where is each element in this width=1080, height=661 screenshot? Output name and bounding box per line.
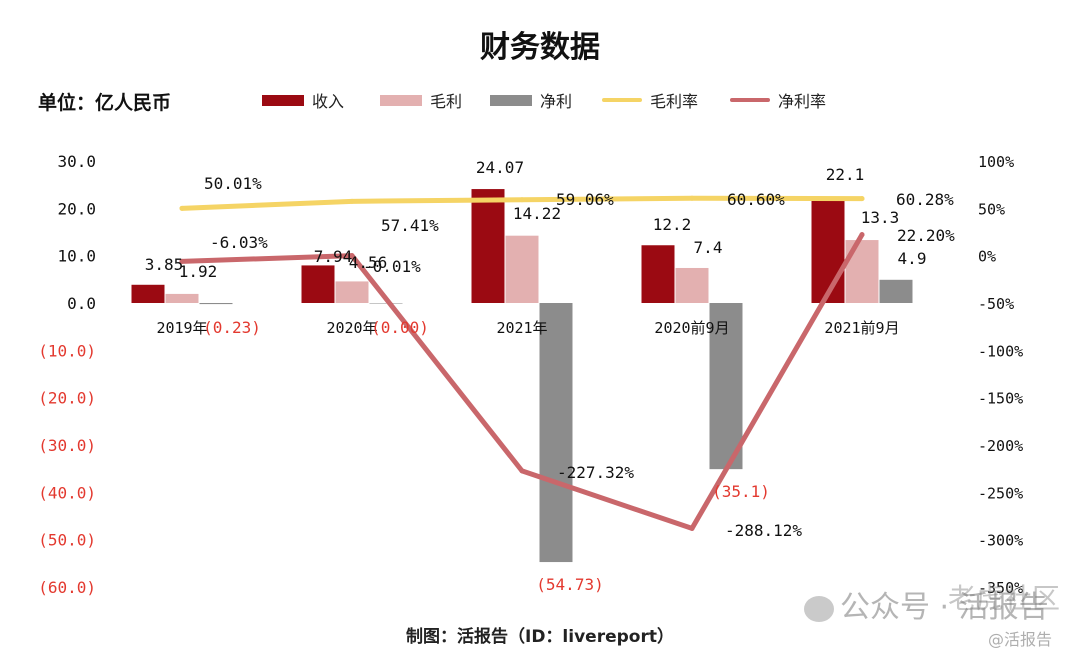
label-gross-margin-1: 57.41% (381, 216, 439, 235)
legend-item-0: 收入 (262, 88, 344, 112)
bar-2-2 (539, 303, 573, 563)
legend-item-2: 净利 (490, 88, 572, 112)
y-left-tick-9: (60.0) (38, 578, 96, 597)
label-gross-3: 7.4 (694, 238, 723, 257)
y-left-tick-6: (30.0) (38, 436, 96, 455)
line-point-0-1 (349, 198, 355, 204)
legend-label-0: 收入 (312, 92, 345, 111)
legend-item-1: 毛利 (380, 88, 462, 112)
y-left-tick-5: (20.0) (38, 389, 96, 408)
x-category-1: 2020年 (326, 319, 377, 337)
watermark-overlay: 老虎社区 (948, 582, 1060, 615)
line-point-1-1 (349, 253, 355, 259)
chart-title: 财务数据 (480, 30, 600, 65)
bar-2-3 (709, 303, 743, 470)
y-right-tick-3: -50% (978, 295, 1014, 313)
line-point-1-2 (519, 468, 525, 474)
label-net-margin-2: -227.32% (557, 463, 634, 482)
legend-item-4: 净利率 (730, 88, 826, 112)
legend-swatch-3 (602, 98, 642, 102)
label-net-3: (35.1) (712, 482, 770, 501)
line-point-0-3 (689, 195, 695, 201)
y-right-tick-7: -250% (978, 484, 1023, 502)
chart-credit: 制图：活报告（ID：livereport） (406, 627, 674, 647)
label-net-margin-1: -0.01% (363, 257, 421, 276)
label-revenue-2: 24.07 (476, 158, 524, 177)
label-net-2: (54.73) (536, 575, 603, 594)
label-net-0: (0.23) (203, 318, 261, 337)
y-left-tick-1: 20.0 (57, 199, 96, 218)
legend-swatch-4 (730, 98, 770, 102)
x-category-2: 2021年 (496, 319, 547, 337)
line-point-1-3 (689, 525, 695, 531)
label-gross-margin-3: 60.60% (727, 190, 785, 209)
label-net-margin-4: 22.20% (897, 226, 955, 245)
label-gross-margin-4: 60.28% (896, 190, 954, 209)
unit-label: 单位：亿人民币 (38, 92, 172, 114)
legend-swatch-0 (262, 94, 304, 106)
bar-1-4 (845, 240, 879, 303)
label-revenue-3: 12.2 (653, 215, 692, 234)
bar-2-4 (879, 279, 913, 303)
label-net-margin-3: -288.12% (725, 521, 802, 540)
y-right-tick-5: -150% (978, 390, 1023, 408)
legend-swatch-2 (490, 94, 532, 106)
bar-1-2 (505, 235, 539, 303)
x-category-3: 2020前9月 (654, 319, 729, 337)
bar-0-4 (811, 198, 845, 303)
x-category-4: 2021前9月 (824, 319, 899, 337)
bar-0-3 (641, 245, 675, 303)
label-gross-4: 13.3 (861, 208, 900, 227)
y-right-tick-4: -100% (978, 342, 1023, 360)
x-category-0: 2019年 (156, 319, 207, 337)
label-revenue-1: 7.94 (314, 247, 353, 266)
line-point-0-2 (519, 197, 525, 203)
line-point-1-4 (859, 232, 865, 238)
y-right-tick-6: -200% (978, 437, 1023, 455)
bar-1-0 (165, 293, 199, 303)
y-left-tick-4: (10.0) (38, 341, 96, 360)
legend-swatch-1 (380, 94, 422, 106)
label-revenue-4: 22.1 (826, 165, 865, 184)
y-left-tick-3: 0.0 (67, 294, 96, 313)
y-right-tick-0: 100% (978, 153, 1014, 171)
label-gross-margin-2: 59.06% (556, 190, 614, 209)
label-net-1: (0.00) (371, 318, 429, 337)
y-right-tick-1: 50% (978, 200, 1005, 218)
y-left-tick-7: (40.0) (38, 483, 96, 502)
bar-1-3 (675, 267, 709, 303)
legend-label-2: 净利 (540, 92, 573, 111)
label-net-margin-0: -6.03% (210, 233, 268, 252)
line-point-0-4 (859, 196, 865, 202)
label-revenue-0: 3.85 (145, 255, 184, 274)
legend-item-3: 毛利率 (602, 88, 698, 112)
y-left-tick-8: (50.0) (38, 531, 96, 550)
watermark: 公众号 · 活报告 (804, 582, 1049, 626)
bar-2-1 (369, 303, 403, 304)
y-left-tick-0: 30.0 (57, 152, 96, 171)
legend-label-1: 毛利 (430, 92, 463, 111)
label-gross-1: 4.56 (349, 253, 388, 272)
y-right-tick-9: -350% (978, 579, 1023, 597)
bar-2-0 (199, 303, 233, 305)
bar-0-2 (471, 189, 505, 303)
wechat-icon (804, 595, 834, 622)
bar-0-1 (301, 265, 335, 303)
legend-label-4: 净利率 (778, 92, 827, 111)
line-point-0-0 (179, 205, 185, 211)
label-gross-margin-0: 50.01% (204, 174, 262, 193)
y-left-tick-2: 10.0 (57, 247, 96, 266)
legend-label-3: 毛利率 (650, 92, 699, 111)
bar-0-0 (131, 284, 165, 303)
watermark-handle: @活报告 (988, 630, 1053, 649)
y-right-tick-2: 0% (978, 248, 996, 266)
label-gross-2: 14.22 (513, 204, 561, 223)
line-point-1-0 (179, 258, 185, 264)
bar-1-1 (335, 281, 369, 303)
label-gross-0: 1.92 (179, 262, 218, 281)
label-net-4: 4.9 (898, 249, 927, 268)
y-right-tick-8: -300% (978, 532, 1023, 550)
watermark-text: 公众号 · 活报告 (840, 590, 1049, 625)
